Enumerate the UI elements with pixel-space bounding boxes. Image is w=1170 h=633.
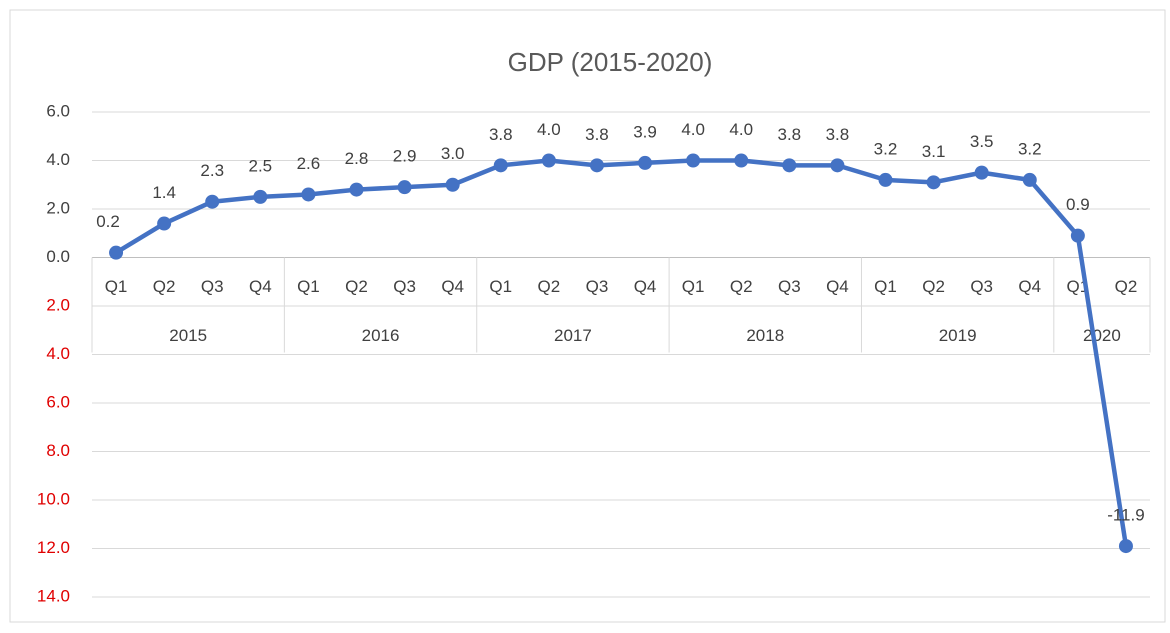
data-label: 0.2 (96, 212, 120, 231)
marker (734, 153, 749, 168)
data-label: 3.8 (585, 125, 609, 144)
y-tick-label: 2.0 (46, 198, 70, 217)
data-label: 4.0 (537, 120, 561, 139)
data-label: 3.1 (922, 142, 946, 161)
data-label: 3.2 (1018, 139, 1042, 158)
data-label: 3.9 (633, 122, 657, 141)
marker (686, 153, 701, 168)
x-tick-label: Q2 (538, 277, 561, 296)
x-tick-label: Q4 (249, 277, 272, 296)
marker (445, 177, 460, 192)
x-tick-label: Q3 (778, 277, 801, 296)
y-tick-label: 14.0 (37, 586, 70, 605)
data-label: 3.8 (826, 125, 850, 144)
data-label: 4.0 (729, 120, 753, 139)
data-label: 2.5 (248, 156, 272, 175)
y-tick-label: 6.0 (46, 392, 70, 411)
x-group-label: 2017 (554, 326, 592, 345)
chart-border (9, 9, 1166, 623)
marker (1118, 539, 1133, 554)
marker (1022, 172, 1037, 187)
x-group-label: 2020 (1083, 326, 1121, 345)
x-tick-label: Q2 (730, 277, 753, 296)
data-label: 4.0 (681, 120, 705, 139)
data-label: 2.8 (345, 149, 369, 168)
data-label: 3.5 (970, 132, 994, 151)
x-group-label: 2015 (169, 326, 207, 345)
x-tick-label: Q4 (1018, 277, 1041, 296)
data-label: 2.6 (297, 154, 321, 173)
x-tick-label: Q2 (1115, 277, 1138, 296)
data-label: 2.3 (200, 161, 224, 180)
x-group-label: 2018 (746, 326, 784, 345)
y-tick-label: 10.0 (37, 489, 70, 508)
y-tick-label: 0.0 (46, 247, 70, 266)
marker (493, 158, 508, 173)
marker (782, 158, 797, 173)
x-group-label: 2019 (939, 326, 977, 345)
x-tick-label: Q4 (826, 277, 849, 296)
data-label: 3.2 (874, 139, 898, 158)
y-tick-label: 4.0 (46, 150, 70, 169)
x-tick-label: Q2 (153, 277, 176, 296)
x-tick-label: Q1 (874, 277, 897, 296)
marker (109, 245, 124, 260)
marker (205, 194, 220, 209)
x-tick-label: Q2 (922, 277, 945, 296)
x-tick-label: Q3 (970, 277, 993, 296)
marker (157, 216, 172, 231)
y-tick-label: 12.0 (37, 538, 70, 557)
data-label: -11.9 (1107, 506, 1145, 525)
marker (878, 172, 893, 187)
marker (397, 180, 412, 195)
data-label: 0.9 (1066, 195, 1090, 214)
marker (589, 158, 604, 173)
x-tick-label: Q3 (393, 277, 416, 296)
x-tick-label: Q1 (489, 277, 512, 296)
marker (253, 189, 268, 204)
marker (1070, 228, 1085, 243)
marker (349, 182, 364, 197)
data-label: 3.0 (441, 144, 465, 163)
data-label: 3.8 (777, 125, 801, 144)
x-tick-label: Q4 (634, 277, 657, 296)
x-tick-label: Q3 (586, 277, 609, 296)
x-tick-label: Q2 (345, 277, 368, 296)
x-tick-label: Q4 (441, 277, 464, 296)
x-tick-label: Q1 (682, 277, 705, 296)
line (114, 158, 1129, 547)
data-label: 3.8 (489, 125, 513, 144)
x-tick-label: Q1 (105, 277, 128, 296)
marker (301, 187, 316, 202)
y-tick-label: 4.0 (46, 344, 70, 363)
marker (541, 153, 556, 168)
marker (638, 155, 653, 170)
y-tick-label: 2.0 (46, 295, 70, 314)
x-tick-label: Q3 (201, 277, 224, 296)
x-tick-label: Q1 (297, 277, 320, 296)
marker (926, 175, 941, 190)
data-label: 2.9 (393, 147, 417, 166)
y-tick-label: 8.0 (46, 441, 70, 460)
chart-title: GDP (2015-2020) (508, 47, 713, 77)
x-group-label: 2016 (362, 326, 400, 345)
data-label: 1.4 (152, 183, 176, 202)
marker (830, 158, 845, 173)
y-tick-label: 6.0 (46, 101, 70, 120)
marker (974, 165, 989, 180)
